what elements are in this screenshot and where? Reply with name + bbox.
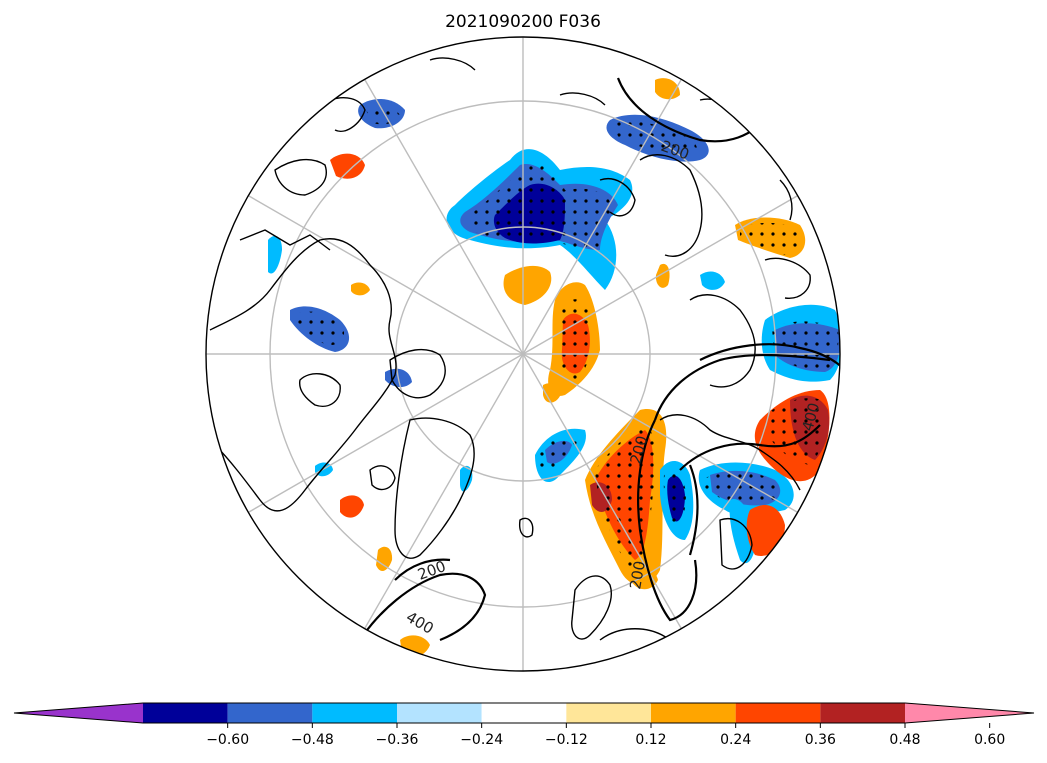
colorbar-tick-label: −0.48 bbox=[291, 732, 334, 748]
height-contours bbox=[359, 77, 840, 642]
contour-label: 200 bbox=[626, 559, 649, 590]
colorbar-tick-label: 0.24 bbox=[720, 732, 751, 748]
colorbar-segment bbox=[143, 703, 228, 723]
significance-stippling bbox=[296, 105, 839, 571]
colorbar-tick-label: 0.48 bbox=[889, 732, 920, 748]
colorbar-tick-label: −0.24 bbox=[460, 732, 503, 748]
colorbar-tick-label: 0.36 bbox=[805, 732, 836, 748]
colorbar-extend-min bbox=[14, 703, 143, 723]
colorbar-tick-label: 0.60 bbox=[974, 732, 1005, 748]
colorbar-segment bbox=[820, 703, 905, 723]
colorbar-segment bbox=[397, 703, 482, 723]
colorbar: −0.60 −0.48 −0.36 −0.24 −0.12 0.12 0.24 0.36 0.4… bbox=[13, 702, 1035, 748]
figure-title: 2021090200 F036 bbox=[445, 12, 601, 32]
colorbar-tick-label: −0.60 bbox=[206, 732, 249, 748]
colorbar-segment bbox=[735, 703, 821, 723]
colorbar-segment bbox=[312, 703, 397, 723]
colorbar-segment bbox=[566, 703, 651, 723]
colorbar-segment bbox=[481, 703, 567, 723]
colorbar-segment bbox=[227, 703, 313, 723]
polar-map: 200 200 200 200 400 400 bbox=[205, 36, 841, 672]
colorbar-extend-max bbox=[905, 703, 1034, 723]
colorbar-tick-label: 0.12 bbox=[635, 732, 666, 748]
colorbar-outline bbox=[13, 702, 1035, 724]
graticule bbox=[206, 37, 840, 671]
coastlines bbox=[209, 57, 811, 645]
colorbar-tick-label: −0.36 bbox=[376, 732, 419, 748]
colorbar-segment bbox=[651, 703, 736, 723]
colorbar-tick-label: −0.12 bbox=[545, 732, 588, 748]
